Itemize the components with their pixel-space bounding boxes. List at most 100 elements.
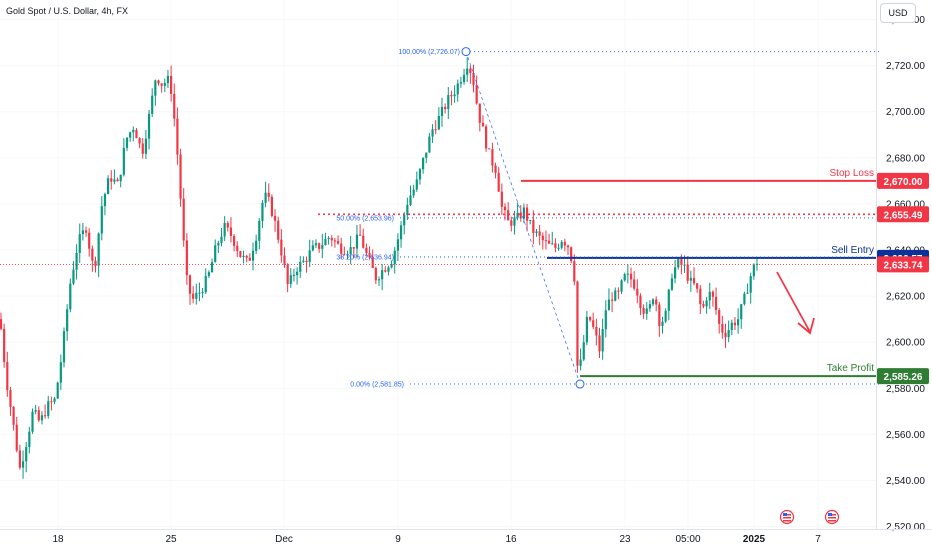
candle-body	[107, 178, 110, 195]
candle-body	[277, 220, 280, 240]
candle-body	[138, 138, 141, 144]
candle-body	[639, 295, 642, 308]
time-tick-label: 05:00	[675, 534, 700, 545]
candle-body	[645, 308, 648, 314]
candle-body	[233, 235, 236, 246]
candle-body	[210, 262, 214, 273]
time-tick-label: 23	[619, 534, 631, 545]
time-tick-label: 25	[165, 534, 177, 545]
candle-body	[491, 149, 494, 166]
candle-body	[37, 410, 40, 421]
candle-body	[651, 299, 655, 305]
resistance-tag-value: 2,655.49	[884, 210, 923, 221]
candle-body	[59, 362, 62, 383]
candle-body	[12, 406, 15, 425]
candle-body	[604, 310, 607, 330]
candle-body	[343, 253, 346, 255]
candle-body	[248, 257, 251, 261]
candle-body	[456, 83, 459, 95]
time-tick-label: Dec	[275, 534, 293, 545]
candle-body	[355, 234, 359, 249]
candle-body	[305, 260, 308, 262]
candle-body	[544, 240, 548, 242]
candle-body	[75, 252, 78, 270]
time-tick-label: 2025	[743, 534, 766, 545]
candle-body	[195, 292, 198, 299]
candle-body	[314, 243, 318, 246]
candle-body	[318, 243, 321, 249]
candle-body	[396, 239, 399, 251]
fib-level-label: 38.20% (2,636.94)	[336, 255, 394, 262]
price-tick-label: 2,620.00	[886, 292, 925, 303]
candle-body	[626, 273, 629, 275]
candle-body	[81, 230, 84, 235]
candle-body	[601, 329, 604, 352]
stop-loss-tag-value: 2,670.00	[884, 177, 923, 188]
candle-body	[425, 152, 428, 158]
candle-body	[570, 247, 573, 262]
candle-body	[409, 195, 412, 205]
candle-body	[588, 316, 592, 321]
candle-body	[614, 290, 617, 301]
price-tick-label: 2,520.00	[886, 522, 925, 533]
candle-body	[245, 255, 248, 258]
candle-body	[346, 254, 349, 256]
time-axis-border	[0, 529, 932, 530]
candle-body	[135, 129, 138, 139]
candle-body	[21, 461, 25, 468]
stop-loss-label: Stop Loss	[830, 168, 874, 179]
candle-body	[548, 240, 551, 244]
stop-loss-tag	[877, 172, 929, 189]
take-profit-tag	[877, 368, 929, 385]
price-axis[interactable]: 2,520.00 2,540.00 2,560.00 2,580.00 2,600.00…	[877, 15, 929, 533]
candle-body	[236, 245, 239, 252]
candle-body	[390, 264, 393, 268]
fib-level-label: 50.00% (2,653.96)	[336, 215, 394, 222]
candle-body	[377, 279, 381, 281]
arrow-shaft	[776, 271, 811, 333]
candle-body	[428, 136, 431, 153]
candle-body	[78, 234, 81, 253]
candle-body	[129, 132, 132, 138]
candle-body	[494, 165, 497, 173]
candle-body	[103, 194, 107, 207]
candle-body	[299, 261, 302, 272]
candle-body	[110, 178, 113, 182]
candle-body	[192, 293, 195, 299]
candle-body	[749, 276, 752, 293]
candle-body	[478, 103, 481, 123]
candle-body	[170, 75, 173, 94]
event-flags[interactable]	[779, 509, 840, 525]
candle-body	[522, 207, 525, 219]
candle-body	[620, 280, 623, 292]
candle-body	[488, 148, 491, 150]
candle-body	[251, 250, 255, 261]
currency-button[interactable]: USD	[880, 3, 916, 23]
fibonacci-retracement[interactable]: 100.00% (2,726.07) 50.00% (2,653.96) 38.20…	[336, 47, 880, 389]
candle-body	[513, 217, 516, 226]
candle-body	[629, 273, 633, 280]
flag-stripe	[783, 520, 791, 522]
candle-body	[204, 275, 207, 293]
candle-body	[573, 261, 576, 282]
candle-body	[718, 310, 721, 324]
projection-arrow	[776, 271, 815, 335]
us-flag-icon	[779, 509, 795, 525]
candle-body	[661, 321, 664, 326]
sell-entry-label: Sell Entry	[831, 245, 874, 256]
candle-body	[6, 361, 9, 391]
time-axis[interactable]: 18 25 Dec 9 16 23 05:00 2025 7	[52, 534, 821, 545]
price-tick-label: 2,660.00	[886, 199, 925, 210]
candle-body	[485, 126, 488, 149]
price-tick-label: 2,700.00	[886, 107, 925, 118]
candle-body	[242, 255, 245, 258]
candle-body	[525, 207, 529, 221]
candle-body	[198, 292, 201, 294]
candle-body	[579, 359, 582, 366]
candle-body	[258, 220, 261, 241]
candle-body	[56, 382, 59, 399]
candle-body	[163, 83, 166, 86]
candle-body	[412, 189, 415, 196]
candle-body	[431, 129, 434, 137]
